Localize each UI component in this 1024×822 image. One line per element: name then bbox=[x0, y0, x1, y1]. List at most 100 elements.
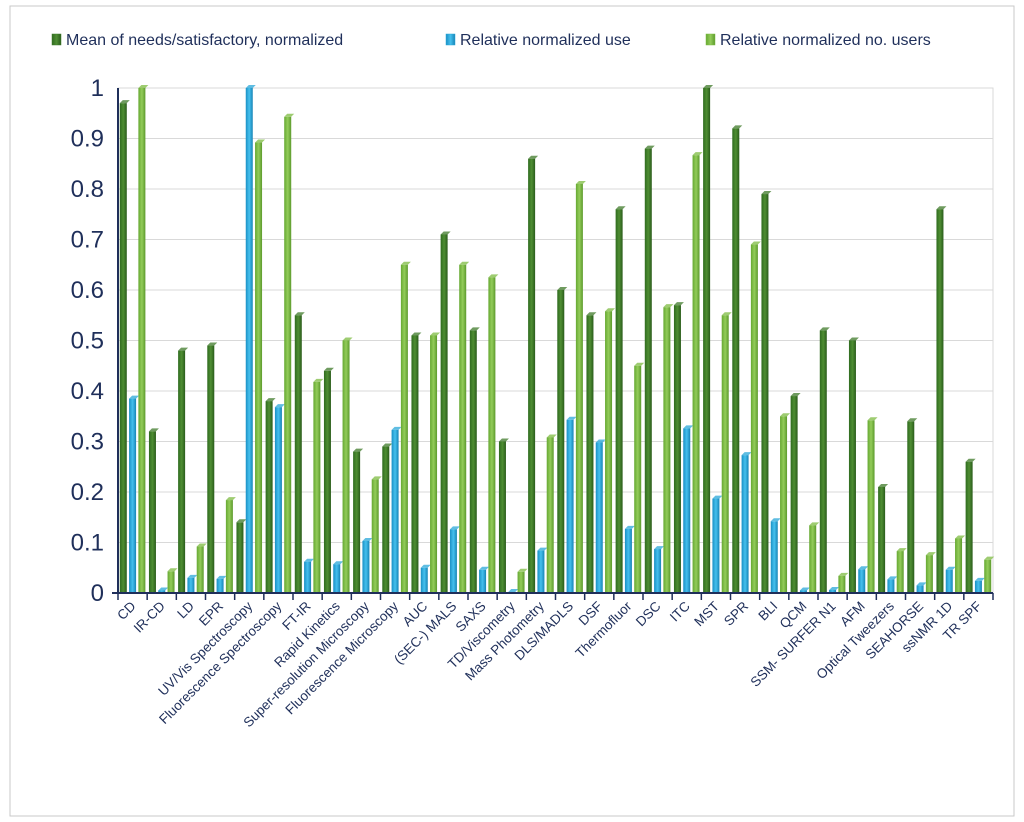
bar bbox=[323, 367, 334, 593]
bar-top bbox=[692, 152, 703, 156]
bar-face bbox=[557, 290, 565, 593]
bar bbox=[440, 231, 451, 593]
bar bbox=[148, 428, 159, 593]
bar-top bbox=[916, 582, 927, 586]
bar bbox=[780, 413, 791, 593]
bar bbox=[683, 425, 694, 593]
bar-face bbox=[848, 340, 856, 593]
bar-top bbox=[712, 495, 723, 499]
bar-face bbox=[790, 396, 798, 593]
bar-face bbox=[245, 88, 253, 593]
bar bbox=[829, 586, 840, 593]
bar bbox=[391, 426, 402, 593]
bar bbox=[741, 452, 752, 593]
bar-top bbox=[644, 145, 655, 149]
bar bbox=[907, 418, 918, 593]
bar-top bbox=[858, 566, 869, 570]
bar-face bbox=[178, 350, 186, 593]
bar-face bbox=[595, 442, 603, 593]
bar bbox=[138, 85, 149, 593]
bar-top bbox=[362, 537, 373, 541]
bar-face bbox=[654, 549, 662, 593]
bar bbox=[411, 332, 422, 593]
bar-top bbox=[984, 556, 995, 560]
bar bbox=[557, 287, 568, 593]
bar bbox=[867, 417, 878, 593]
bar bbox=[974, 577, 985, 593]
bar bbox=[353, 448, 364, 593]
bar bbox=[479, 566, 490, 593]
bar-face bbox=[683, 428, 691, 593]
bar-top bbox=[333, 561, 344, 565]
bar-top bbox=[353, 448, 364, 452]
bar-top bbox=[517, 568, 528, 572]
bar bbox=[809, 522, 820, 593]
bar-top bbox=[138, 85, 149, 88]
bar-face bbox=[575, 183, 583, 593]
bar-top bbox=[449, 526, 460, 530]
bar-face bbox=[382, 446, 390, 593]
bar-top bbox=[790, 393, 801, 397]
bar-face bbox=[479, 569, 487, 593]
bar-face bbox=[955, 538, 963, 593]
bar-face bbox=[469, 330, 477, 593]
bar-top bbox=[528, 155, 539, 159]
bar bbox=[313, 378, 324, 593]
legend-label: Relative normalized no. users bbox=[720, 32, 931, 49]
bar bbox=[673, 302, 684, 593]
bar-face bbox=[838, 575, 846, 593]
bar bbox=[916, 582, 927, 593]
bar bbox=[750, 241, 761, 594]
bar-top bbox=[819, 327, 830, 331]
bar-top bbox=[167, 568, 178, 572]
y-tick-label: 0.7 bbox=[71, 227, 104, 254]
bar bbox=[605, 308, 616, 593]
bar-face bbox=[255, 142, 263, 594]
bar-face bbox=[965, 461, 973, 593]
bar bbox=[819, 327, 830, 593]
bar-face bbox=[663, 307, 671, 593]
bar-face bbox=[528, 158, 536, 593]
bar bbox=[732, 125, 743, 593]
bar-face bbox=[517, 571, 525, 593]
bar-face bbox=[236, 522, 244, 593]
bar-face bbox=[216, 578, 224, 593]
legend-item: Relative normalized no. users bbox=[705, 32, 931, 49]
bar bbox=[575, 180, 586, 593]
bar bbox=[692, 152, 703, 594]
bar-top bbox=[654, 546, 665, 550]
y-tick-label: 0 bbox=[91, 580, 104, 607]
bar bbox=[896, 548, 907, 593]
bar-top bbox=[809, 522, 820, 526]
bar-top bbox=[265, 398, 276, 402]
bar-face bbox=[488, 277, 496, 593]
bar bbox=[848, 337, 859, 593]
bar bbox=[965, 458, 976, 593]
bar bbox=[721, 312, 732, 593]
bar bbox=[265, 398, 276, 593]
bar bbox=[858, 566, 869, 593]
bar bbox=[459, 261, 470, 593]
bar-face bbox=[984, 559, 992, 593]
bar-top bbox=[148, 428, 159, 432]
bars bbox=[119, 85, 995, 594]
bar bbox=[595, 439, 606, 593]
bar bbox=[382, 443, 393, 593]
bar-top bbox=[586, 312, 597, 316]
bar-top bbox=[440, 231, 451, 235]
bar-top bbox=[605, 308, 616, 312]
bar-face bbox=[780, 416, 788, 593]
bar-top bbox=[965, 458, 976, 462]
bar-face bbox=[167, 571, 175, 593]
bar-face bbox=[750, 244, 758, 594]
y-tick-label: 0.8 bbox=[71, 176, 104, 203]
bar-face bbox=[770, 521, 778, 593]
bar bbox=[119, 100, 130, 594]
bar-top bbox=[703, 85, 714, 88]
bar-top bbox=[430, 332, 441, 336]
bar-face bbox=[925, 555, 933, 593]
bar-face bbox=[400, 264, 408, 593]
bar bbox=[703, 85, 714, 593]
bar bbox=[216, 575, 227, 593]
